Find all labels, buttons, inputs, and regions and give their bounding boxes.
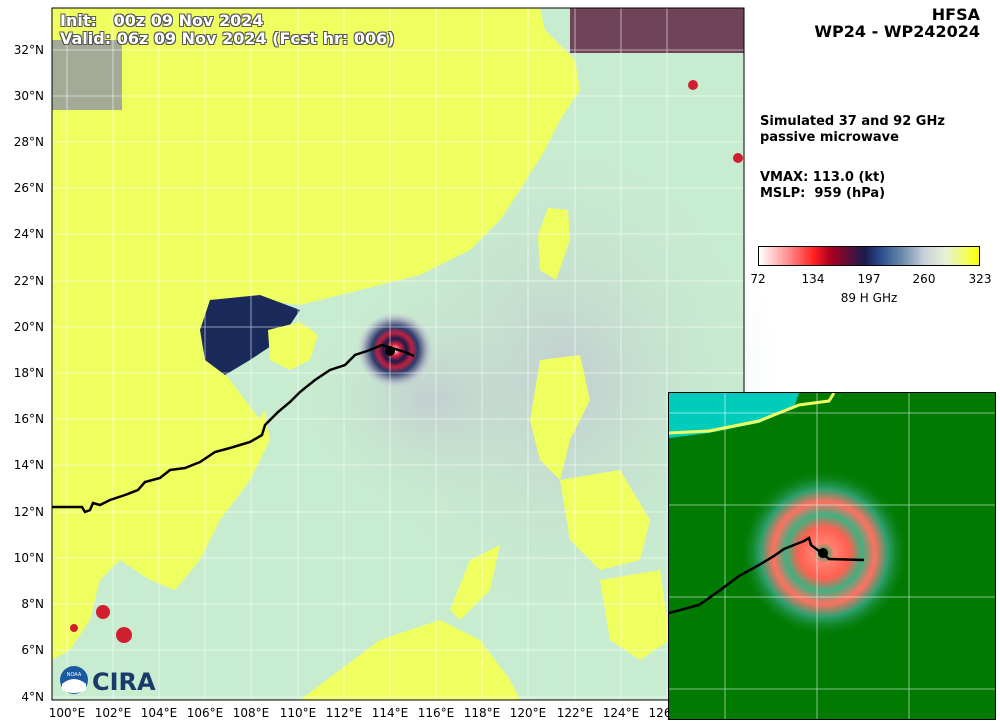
colorbar-tick: 260 <box>912 272 936 286</box>
lon-label: 106°E <box>187 706 224 720</box>
logo-svg: NOAA CIRA <box>60 666 156 696</box>
lat-label: 14°N <box>14 458 44 472</box>
lat-label: 8°N <box>21 597 44 611</box>
land-china <box>52 8 580 505</box>
lat-label: 12°N <box>14 505 44 519</box>
lon-label: 126 <box>649 706 672 720</box>
lat-label: 32°N <box>14 43 44 57</box>
gridlines <box>52 8 744 700</box>
storm-center-marker <box>385 346 395 356</box>
noaa-logo-wave <box>62 679 86 693</box>
lon-label: 124°E <box>603 706 640 720</box>
inset-svg <box>669 393 995 719</box>
lon-label: 100°E <box>49 706 86 720</box>
convective-cell <box>733 153 743 163</box>
inset-gridlines <box>669 393 995 719</box>
land-indochina <box>52 410 270 660</box>
colorbar-tick: 72 <box>750 272 766 286</box>
lat-label: 26°N <box>14 181 44 195</box>
inset-zoom-map <box>668 392 996 720</box>
lat-label: 24°N <box>14 227 44 241</box>
lon-label: 122°E <box>557 706 594 720</box>
lat-label: 10°N <box>14 551 44 565</box>
storm-track <box>52 343 415 514</box>
lon-label: 112°E <box>326 706 363 720</box>
colorbar-tick: 323 <box>968 272 992 286</box>
lat-label: 22°N <box>14 274 44 288</box>
product-description: passive microwave <box>760 130 899 145</box>
convective-cell <box>70 624 78 632</box>
lon-label: 118°E <box>464 706 501 720</box>
colorbar-tick: 197 <box>857 272 881 286</box>
cira-logo-text: CIRA <box>92 668 156 696</box>
lon-label: 110°E <box>280 706 317 720</box>
noaa-logo-text: NOAA <box>67 672 82 678</box>
vmax-readout: VMAX: 113.0 (kt) <box>760 170 886 185</box>
product-description: Simulated 37 and 92 GHz <box>760 114 945 129</box>
convective-cell <box>96 605 110 619</box>
inset-storm-track <box>669 536 865 615</box>
lon-label: 116°E <box>418 706 455 720</box>
lon-axis: 100°E 102°E 104°E 106°E 108°E 110°E 112°… <box>49 706 672 720</box>
land-taiwan <box>538 208 570 280</box>
convective-cell <box>688 80 698 90</box>
cira-logo: NOAA CIRA <box>58 664 168 696</box>
land-visayas <box>560 470 650 570</box>
inset-land <box>669 393 799 438</box>
lat-label: 28°N <box>14 135 44 149</box>
colorbar-title: 89 H GHz <box>840 291 898 305</box>
valid-time: Valid: 06z 09 Nov 2024 (Fcst hr: 006) <box>60 29 395 48</box>
lat-label: 4°N <box>21 690 44 704</box>
lat-label: 20°N <box>14 320 44 334</box>
gulf-tonkin <box>200 295 300 375</box>
lon-label: 102°E <box>95 706 132 720</box>
init-time: Init: 00z 09 Nov 2024 <box>60 11 264 30</box>
lat-label: 18°N <box>14 366 44 380</box>
land-hainan <box>268 322 318 370</box>
lon-label: 114°E <box>372 706 409 720</box>
colorbar-tick: 134 <box>801 272 825 286</box>
map-border <box>51 7 745 701</box>
storm-id: WP24 - WP242024 <box>814 22 980 41</box>
lat-axis: 32°N 30°N 28°N 26°N 24°N 22°N 20°N 18°N … <box>14 43 44 704</box>
lat-label: 30°N <box>14 89 44 103</box>
lat-label: 6°N <box>21 643 44 657</box>
convective-cell <box>116 627 132 643</box>
cloud-top-right <box>570 8 744 53</box>
model-name: HFSA <box>931 5 980 24</box>
lon-label: 104°E <box>141 706 178 720</box>
land-borneo <box>300 620 520 700</box>
inset-storm-center <box>818 548 828 558</box>
lon-label: 108°E <box>233 706 270 720</box>
land-mindanao <box>600 570 670 660</box>
colorbar <box>758 246 980 266</box>
mslp-readout: MSLP: 959 (hPa) <box>760 186 886 201</box>
cloud-top-left <box>52 40 122 110</box>
land-palawan <box>450 545 500 620</box>
lon-label: 120°E <box>510 706 547 720</box>
lat-label: 16°N <box>14 412 44 426</box>
